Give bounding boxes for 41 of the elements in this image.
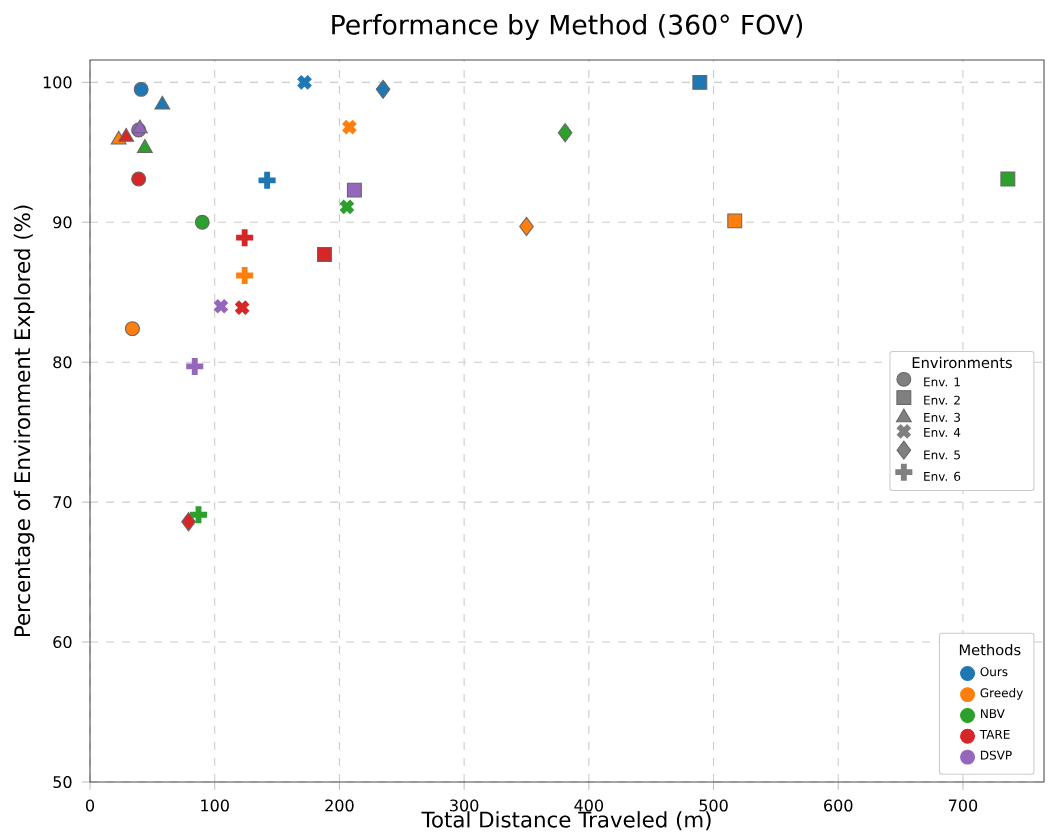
y-tick-label: 80	[53, 356, 72, 369]
point	[557, 123, 573, 143]
point	[1000, 171, 1016, 187]
point	[154, 95, 171, 110]
point	[346, 182, 362, 198]
y-tick-label: 90	[53, 216, 72, 229]
x-tick-label: 500	[699, 799, 728, 812]
point	[375, 79, 391, 99]
point	[692, 74, 708, 90]
point	[341, 118, 358, 136]
x-tick-label: 400	[574, 799, 604, 812]
point	[118, 127, 135, 142]
point	[233, 299, 251, 316]
point	[194, 214, 210, 230]
point	[187, 503, 210, 527]
x-axis-title: Total Distance Traveled (m)	[421, 811, 711, 831]
point	[181, 512, 196, 532]
point	[316, 247, 332, 262]
point	[338, 198, 356, 216]
x-tick-label: 300	[450, 799, 479, 812]
x-tick-label: 200	[325, 799, 354, 812]
x-tick-label: 600	[824, 799, 853, 812]
y-tick-label: 70	[53, 496, 72, 509]
point	[727, 213, 743, 229]
chart-title: Performance by Method (360° FOV)	[332, 14, 803, 40]
point	[296, 74, 313, 91]
point	[124, 321, 140, 337]
point	[131, 171, 147, 187]
point	[233, 226, 257, 250]
y-axis-title: Percentage of Environment Explored (%)	[13, 205, 35, 637]
point	[136, 139, 153, 153]
x-tick-label: 100	[201, 799, 229, 812]
y-tick-label: 50	[53, 775, 72, 789]
y-tick-label: 100	[43, 76, 72, 89]
point	[255, 168, 279, 192]
point	[212, 298, 230, 315]
x-tick-label: 700	[948, 799, 978, 812]
point	[519, 216, 534, 237]
y-tick-label: 60	[53, 636, 72, 649]
point	[133, 81, 149, 97]
x-tick-label: 0	[85, 799, 95, 812]
